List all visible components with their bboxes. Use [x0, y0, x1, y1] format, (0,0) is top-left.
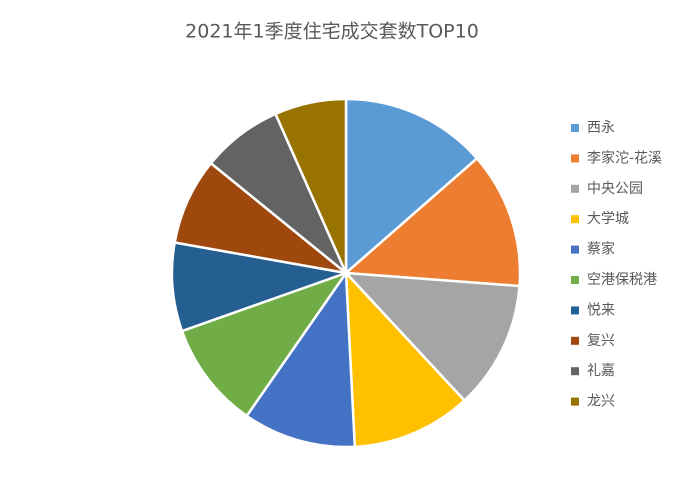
pie-slice	[170, 241, 351, 333]
legend-swatch	[571, 367, 579, 376]
pie-slice	[344, 97, 479, 276]
legend-swatch	[571, 336, 579, 345]
pie-slice	[180, 270, 350, 418]
pie-slice	[344, 269, 467, 449]
legend-swatch	[571, 306, 579, 315]
legend-swatch	[571, 397, 579, 406]
legend-label: 空港保税港	[587, 272, 657, 288]
chart-title: 2021年1季度住宅成交套数TOP10	[185, 21, 479, 43]
legend-label: 复兴	[587, 332, 615, 349]
legend-label: 龙兴	[587, 394, 615, 410]
legend-swatch	[571, 215, 579, 224]
pie-slice	[173, 161, 351, 276]
legend-label: 西永	[587, 120, 615, 136]
legend-label: 李家沱-花溪	[587, 149, 662, 166]
legend-label: 蔡家	[587, 241, 615, 258]
pie-slice	[342, 271, 521, 403]
legend-label: 礼嘉	[587, 363, 615, 379]
legend-swatch	[571, 184, 579, 193]
legend-swatch	[571, 154, 579, 163]
legend-label: 大学城	[587, 211, 629, 227]
pie-slice	[244, 269, 357, 449]
legend-label: 中央公园	[587, 181, 643, 197]
legend-swatch	[571, 276, 579, 284]
legend-label: 悦来	[587, 302, 615, 318]
pie-slice	[273, 97, 348, 274]
legend-swatch	[571, 245, 579, 254]
pie-slice	[342, 156, 522, 288]
legend-swatch	[571, 124, 579, 132]
